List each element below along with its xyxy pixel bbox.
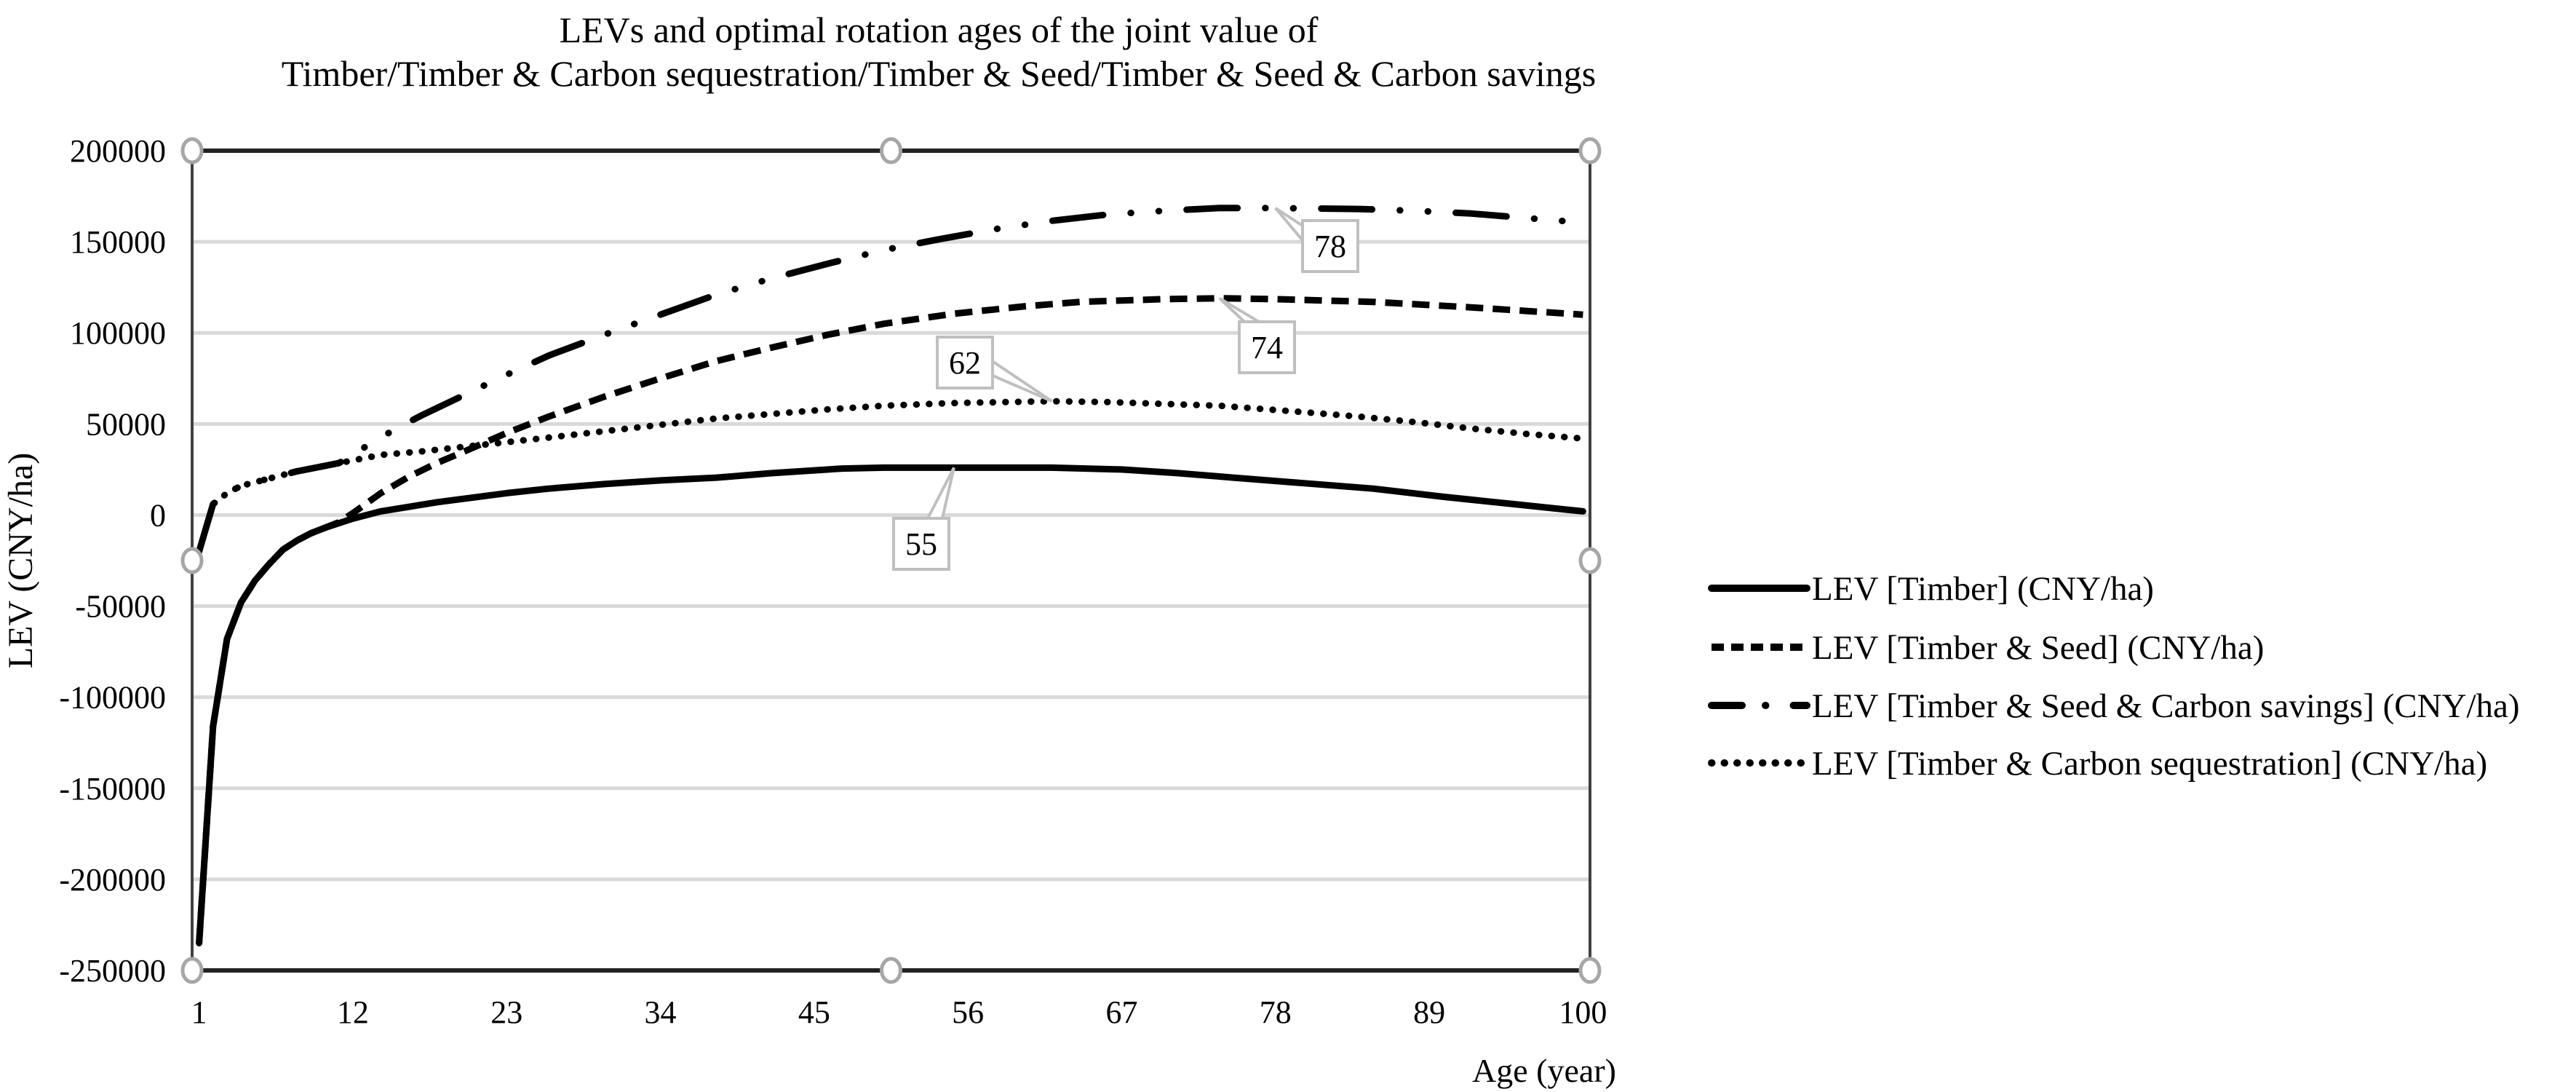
y-tick-label: 50000 [86,406,166,442]
legend-label: LEV [Timber & Seed] (CNY/ha) [1812,629,2264,667]
y-tick-label: 0 [150,497,166,533]
x-tick-label: 1 [191,994,207,1030]
x-tick-label: 100 [1559,994,1607,1030]
chart-title-line-1: LEVs and optimal rotation ages of the jo… [560,9,1319,50]
label-leader-line [1274,207,1304,245]
x-tick-label: 45 [798,994,830,1030]
label-text: 62 [949,345,981,381]
optimal-age-label: 55 [892,467,955,571]
y-tick-label: -250000 [59,953,166,989]
label-box [892,517,950,571]
x-tick-label: 67 [1105,994,1137,1030]
optimal-age-label: 78 [1274,207,1359,273]
y-axis-ticks: 200000 150000 100000 50000 0 -50000 -100000 -15… [59,133,166,989]
series-line-dotted [196,397,1586,555]
resize-handle[interactable] [180,957,204,984]
legend-label: LEV [Timber & Carbon sequestration] (CNY… [1812,745,2487,783]
x-axis-ticks: 1 12 23 34 45 56 67 78 89 100 [191,994,1607,1030]
y-tick-label: -100000 [59,680,166,716]
y-tick-label: 150000 [70,224,166,260]
y-tick-label: 200000 [70,133,166,169]
series-line-dashed [196,295,1583,943]
legend-item[interactable]: LEV [Timber & Seed & Carbon savings] (CN… [1708,687,2520,725]
label-box [1301,219,1359,273]
y-tick-label: -150000 [59,771,166,807]
resize-handle[interactable] [1578,137,1602,165]
label-leader-line [925,467,955,520]
x-tick-label: 78 [1260,994,1292,1030]
label-text: 55 [905,526,937,562]
x-tick-label: 56 [952,994,984,1030]
resize-handle[interactable] [180,137,204,165]
label-text: 74 [1251,330,1283,365]
label-leader-line [990,357,1053,403]
label-box [1238,320,1296,374]
legend-label: LEV [Timber] (CNY/ha) [1812,570,2154,608]
optimal-age-label: 62 [936,336,1053,403]
series-line-solid [196,464,1586,946]
x-tick-label: 12 [337,994,369,1030]
label-box [936,336,994,389]
resize-handle[interactable] [880,957,902,984]
axes [191,149,1591,973]
optimal-age-label: 74 [1218,296,1296,374]
resize-handle[interactable] [1578,547,1602,574]
x-axis-label: Age (year) [1472,1052,1616,1089]
legend-label: LEV [Timber & Seed & Carbon savings] (CN… [1812,687,2520,725]
legend-item[interactable]: LEV [Timber & Seed] (CNY/ha) [1712,629,2264,667]
x-tick-label: 23 [490,994,522,1030]
label-text: 78 [1314,229,1346,264]
legend[interactable]: LEV [Timber] (CNY/ha) LEV [Timber & Seed]… [1708,570,2520,783]
chart-title-line-2: Timber/Timber & Carbon sequestration/Tim… [282,53,1596,94]
legend-item[interactable]: LEV [Timber & Carbon sequestration] (CNY… [1708,745,2487,783]
resize-handle[interactable] [180,547,204,574]
x-tick-label: 34 [645,994,677,1030]
chart-title: LEVs and optimal rotation ages of the jo… [282,9,1596,94]
gridlines [192,240,1590,882]
y-tick-label: 100000 [70,315,166,351]
y-axis-label: LEV (CNY/ha) [1,453,40,668]
resize-handle[interactable] [1578,957,1602,984]
legend-item[interactable]: LEV [Timber] (CNY/ha) [1708,570,2154,608]
selection-handles[interactable] [180,137,1602,984]
y-tick-label: -50000 [75,589,166,625]
y-tick-label: -200000 [59,862,166,898]
resize-handle[interactable] [880,137,902,165]
series-line-dash-dot-dot [196,205,1586,555]
series-lines [196,205,1586,946]
x-tick-label: 89 [1413,994,1445,1030]
optimal-age-labels: 55 62 74 78 [892,207,1359,571]
